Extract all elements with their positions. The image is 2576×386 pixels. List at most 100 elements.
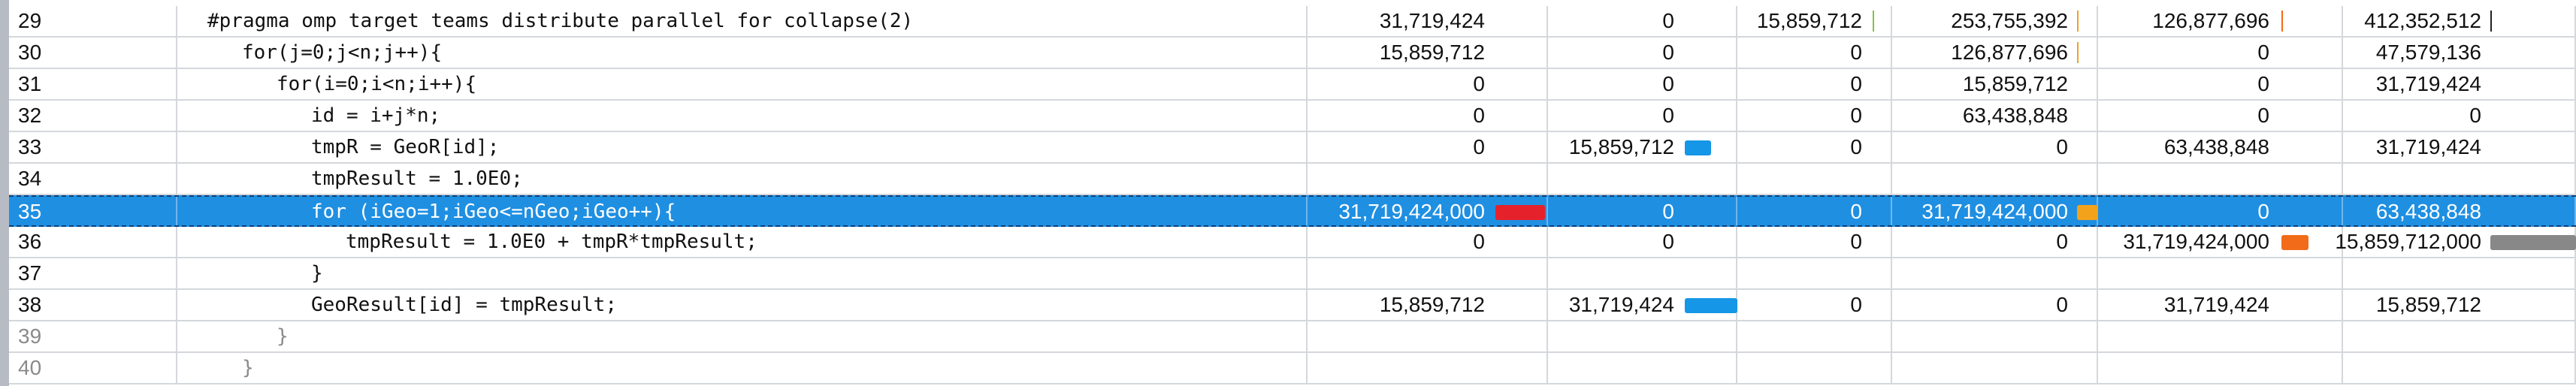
metric-cell bbox=[2343, 164, 2576, 194]
metric-cell bbox=[1737, 258, 1892, 288]
metric-bar-col4 bbox=[2077, 205, 2098, 220]
table-row[interactable]: 33 tmpR = GeoR[id]; 0 15,859,712 0 0 63,438,84… bbox=[9, 132, 2576, 164]
metric-cell bbox=[1308, 6, 1548, 36]
line-number-cell bbox=[9, 321, 177, 351]
line-number: 36 bbox=[18, 230, 42, 253]
metric-cell bbox=[1548, 38, 1737, 68]
source-code-text: } bbox=[242, 357, 254, 379]
metric-bar-col2 bbox=[1685, 140, 1711, 155]
metric-cell bbox=[1737, 321, 1892, 351]
metric-cell bbox=[1892, 38, 2098, 68]
metric-cell bbox=[1308, 164, 1548, 194]
metric-value-col3: 0 bbox=[1850, 293, 1862, 316]
metric-cell bbox=[1308, 38, 1548, 68]
metric-value-col3: 0 bbox=[1850, 41, 1862, 64]
metric-bar-col5 bbox=[2281, 235, 2308, 250]
table-row[interactable]: 29 #pragma omp target teams distribute pa… bbox=[9, 6, 2576, 38]
table-row[interactable]: 34 tmpResult = 1.0E0; bbox=[9, 164, 2576, 195]
line-number-cell bbox=[9, 69, 177, 99]
metric-cell bbox=[1737, 290, 1892, 320]
metric-cell bbox=[2098, 258, 2343, 288]
metric-cell bbox=[1308, 69, 1548, 99]
metric-value-col5: 0 bbox=[2257, 41, 2269, 64]
table-row[interactable]: 40} bbox=[9, 353, 2576, 384]
metric-cell bbox=[2343, 101, 2576, 131]
metric-value-col5: 126,877,696 bbox=[2152, 9, 2269, 32]
metric-value-col4: 0 bbox=[2056, 135, 2068, 158]
source-code-text: GeoResult[id] = tmpResult; bbox=[311, 294, 617, 316]
table-row-selected[interactable]: 35 for (iGeo=1;iGeo<=nGeo;iGeo++){31,719,… bbox=[9, 195, 2576, 227]
metric-cell bbox=[1308, 290, 1548, 320]
line-number: 31 bbox=[18, 72, 42, 95]
table-row[interactable]: 36 tmpResult = 1.0E0 + tmpR*tmpResult; 0 0 0… bbox=[9, 227, 2576, 258]
metric-cell bbox=[1548, 69, 1737, 99]
line-number: 34 bbox=[18, 167, 42, 190]
metric-cell bbox=[2343, 197, 2576, 225]
metric-cell bbox=[2343, 290, 2576, 320]
metric-value-col4: 0 bbox=[2056, 293, 2068, 316]
metric-value-col1: 31,719,424 bbox=[1379, 9, 1485, 32]
metric-cell bbox=[1892, 101, 2098, 131]
metric-value-col2: 31,719,424 bbox=[1568, 293, 1674, 316]
line-number: 38 bbox=[18, 293, 42, 316]
table-row[interactable]: 37} bbox=[9, 258, 2576, 290]
metric-cell bbox=[1548, 6, 1737, 36]
metric-cell bbox=[2098, 101, 2343, 131]
metric-cell bbox=[1548, 321, 1737, 351]
table-row[interactable]: 39} bbox=[9, 321, 2576, 353]
metric-value-col1: 0 bbox=[1473, 72, 1485, 95]
source-cell bbox=[177, 353, 1308, 383]
metric-value-col5: 63,438,848 bbox=[2163, 135, 2269, 158]
metric-cell bbox=[2098, 38, 2343, 68]
source-cell bbox=[177, 321, 1308, 351]
metric-value-col5: 31,719,424 bbox=[2163, 293, 2269, 316]
metric-value-col1: 0 bbox=[1473, 104, 1485, 127]
metric-cell bbox=[1548, 132, 1737, 162]
metric-value-col3: 0 bbox=[1850, 135, 1862, 158]
metric-cell bbox=[1737, 132, 1892, 162]
metric-cell bbox=[1892, 227, 2098, 257]
source-code-text: } bbox=[311, 262, 323, 285]
line-number-cell bbox=[9, 38, 177, 68]
metric-bar-col4 bbox=[2077, 42, 2079, 63]
metric-cell bbox=[1892, 353, 2098, 383]
source-cell bbox=[177, 290, 1308, 320]
metric-cell bbox=[1892, 69, 2098, 99]
metric-cell bbox=[1892, 6, 2098, 36]
metric-cell bbox=[1737, 353, 1892, 383]
metric-cell bbox=[2098, 6, 2343, 36]
metric-value-col6: 15,859,712,000 bbox=[2335, 230, 2481, 253]
metric-cell bbox=[1892, 290, 2098, 320]
metric-cell bbox=[2343, 353, 2576, 383]
metric-cell bbox=[1737, 101, 1892, 131]
metric-value-col6: 31,719,424 bbox=[2375, 135, 2481, 158]
source-code-text: tmpR = GeoR[id]; bbox=[311, 136, 500, 158]
table-row[interactable]: 38 GeoResult[id] = tmpResult; 15,859,712 31… bbox=[9, 290, 2576, 321]
table-row[interactable]: 30 for(j=0;j<n;j++){15,859,712 0 0 126,877,6… bbox=[9, 38, 2576, 69]
metric-bar-col1 bbox=[1495, 205, 1545, 220]
table-row[interactable]: 32 id = i+j*n; 0 0 0 63,438,848 0 0 bbox=[9, 101, 2576, 132]
metric-cell bbox=[1892, 164, 2098, 194]
metric-value-col5: 31,719,424,000 bbox=[2123, 230, 2269, 253]
source-code-text: for(i=0;i<n;i++){ bbox=[277, 73, 477, 95]
metric-cell bbox=[2098, 164, 2343, 194]
line-number-cell bbox=[9, 6, 177, 36]
metric-cell bbox=[1892, 258, 2098, 288]
metric-cell bbox=[1308, 258, 1548, 288]
left-gutter bbox=[0, 0, 9, 386]
metric-cell bbox=[2343, 6, 2576, 36]
metric-cell bbox=[2343, 321, 2576, 351]
metric-value-col5: 0 bbox=[2257, 104, 2269, 127]
metric-cell bbox=[2098, 69, 2343, 99]
metric-cell bbox=[2098, 197, 2343, 225]
metric-cell bbox=[2098, 227, 2343, 257]
metric-value-col1: 31,719,424,000 bbox=[1338, 200, 1485, 223]
source-cell bbox=[177, 6, 1308, 36]
line-number-cell bbox=[9, 227, 177, 257]
metric-cell bbox=[1548, 353, 1737, 383]
metric-bar-col6 bbox=[2490, 11, 2492, 32]
metric-value-col6: 412,352,512 bbox=[2364, 9, 2481, 32]
table-row[interactable]: 31 for(i=0;i<n;i++){0 0 0 15,859,712 0 31,719,… bbox=[9, 69, 2576, 101]
line-number: 30 bbox=[18, 41, 42, 64]
